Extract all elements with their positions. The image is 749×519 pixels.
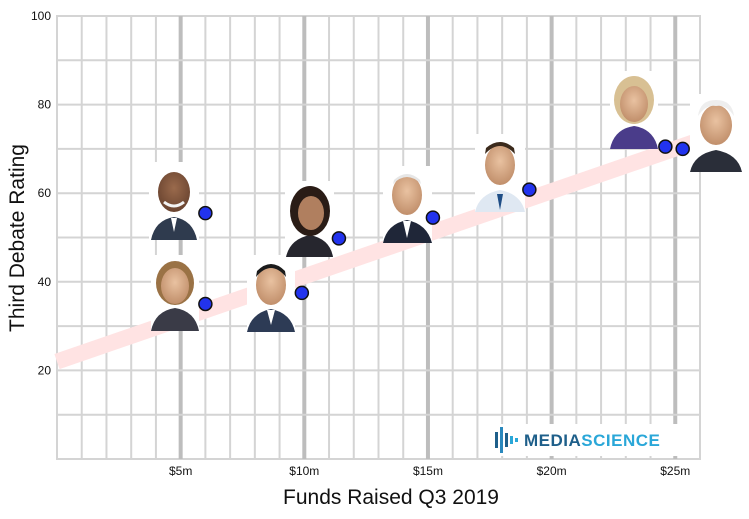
logo-text-media: MEDIA bbox=[524, 431, 581, 450]
data-point bbox=[294, 285, 310, 301]
y-axis-label: Third Debate Rating bbox=[6, 144, 29, 332]
y-tick-label: 100 bbox=[31, 9, 51, 23]
candidate-photo-booker bbox=[149, 162, 199, 240]
candidate-photo-biden bbox=[383, 166, 432, 243]
x-tick-label: $20m bbox=[537, 464, 567, 478]
svg-text:MEDIASCIENCE: MEDIASCIENCE bbox=[524, 431, 660, 450]
y-tick-label: 20 bbox=[38, 363, 52, 377]
y-tick-label: 40 bbox=[38, 275, 52, 289]
data-points bbox=[198, 139, 690, 312]
data-point bbox=[658, 139, 673, 154]
x-tick-label: $25m bbox=[660, 464, 690, 478]
data-point bbox=[675, 141, 690, 157]
candidate-photo-warren bbox=[610, 71, 658, 149]
x-tick-label: $5m bbox=[169, 464, 192, 478]
x-axis-label: Funds Raised Q3 2019 bbox=[283, 486, 499, 509]
y-tick-labels: 20 40 60 80 100 bbox=[31, 9, 51, 377]
mediascience-logo: MEDIASCIENCE bbox=[492, 424, 684, 456]
y-tick-label: 80 bbox=[38, 98, 52, 112]
data-point bbox=[425, 210, 441, 225]
data-point bbox=[522, 182, 537, 197]
candidate-photo-yang bbox=[247, 255, 295, 332]
data-point bbox=[198, 296, 213, 312]
x-tick-labels: $5m $10m $15m $20m $25m bbox=[169, 464, 690, 478]
logo-text-science: SCIENCE bbox=[581, 431, 660, 450]
candidate-photo-buttigieg bbox=[475, 134, 525, 212]
y-tick-label: 60 bbox=[38, 186, 52, 200]
x-tick-label: $10m bbox=[289, 464, 319, 478]
data-point bbox=[331, 231, 347, 246]
candidate-photos bbox=[149, 71, 742, 332]
candidate-photo-klobuchar bbox=[151, 255, 199, 331]
candidate-photo-sanders bbox=[690, 94, 742, 172]
data-point bbox=[198, 205, 213, 221]
logo-mark-icon bbox=[495, 427, 518, 453]
candidate-photo-harris bbox=[285, 181, 334, 257]
x-tick-label: $15m bbox=[413, 464, 443, 478]
